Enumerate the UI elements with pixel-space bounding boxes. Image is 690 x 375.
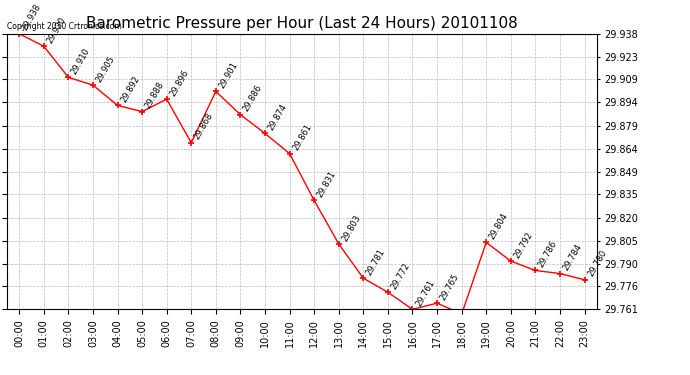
Text: 29.905: 29.905 xyxy=(95,54,117,84)
Text: 29.765: 29.765 xyxy=(438,272,461,302)
Text: 29.780: 29.780 xyxy=(586,249,609,278)
Text: Copyright 2010 Crtronics.com: Copyright 2010 Crtronics.com xyxy=(7,22,121,31)
Text: 29.772: 29.772 xyxy=(389,261,412,291)
Text: 29.901: 29.901 xyxy=(217,60,239,90)
Text: 29.784: 29.784 xyxy=(562,243,584,272)
Text: 29.861: 29.861 xyxy=(291,123,313,152)
Text: 29.910: 29.910 xyxy=(70,46,92,76)
Text: 29.804: 29.804 xyxy=(488,211,510,241)
Text: 29.874: 29.874 xyxy=(266,102,288,132)
Text: 29.930: 29.930 xyxy=(45,15,68,45)
Text: 29.792: 29.792 xyxy=(512,230,535,260)
Text: 29.888: 29.888 xyxy=(144,80,166,110)
Text: 29.758: 29.758 xyxy=(0,374,1,375)
Title: Barometric Pressure per Hour (Last 24 Hours) 20101108: Barometric Pressure per Hour (Last 24 Ho… xyxy=(86,16,518,31)
Text: 29.896: 29.896 xyxy=(168,68,190,98)
Text: 29.886: 29.886 xyxy=(241,84,264,113)
Text: 29.868: 29.868 xyxy=(193,111,215,141)
Text: 29.831: 29.831 xyxy=(315,169,338,199)
Text: 29.761: 29.761 xyxy=(414,278,436,308)
Text: 29.786: 29.786 xyxy=(537,239,559,269)
Text: 29.938: 29.938 xyxy=(21,3,43,32)
Text: 29.781: 29.781 xyxy=(365,247,387,277)
Text: 29.892: 29.892 xyxy=(119,74,141,104)
Text: 29.803: 29.803 xyxy=(340,213,362,243)
